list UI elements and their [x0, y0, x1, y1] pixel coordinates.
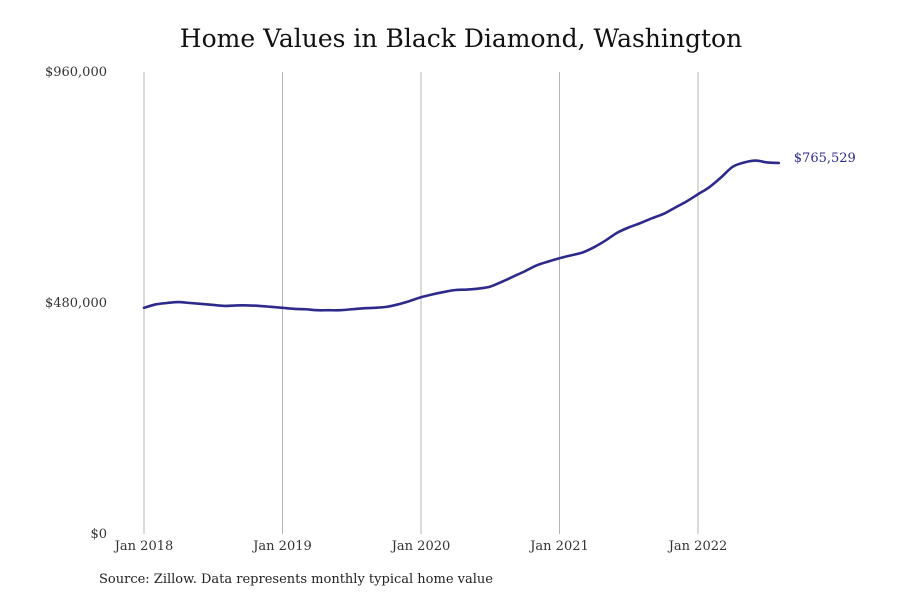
- x-tick-label: Jan 2018: [113, 539, 174, 554]
- grid-lines: [143, 72, 699, 534]
- chart-title: Home Values in Black Diamond, Washington: [179, 24, 743, 53]
- y-tick-label: $0: [90, 527, 107, 542]
- x-tick-label: Jan 2021: [528, 539, 589, 554]
- y-axis-tick-labels: $0 $480,000 $960,000: [45, 65, 107, 542]
- end-value-label: $765,529: [794, 151, 856, 166]
- y-tick-label: $480,000: [45, 296, 107, 311]
- series-line-group: [142, 159, 781, 312]
- x-axis-tick-labels: Jan 2018 Jan 2019 Jan 2020 Jan 2021 Jan 2022: [113, 539, 728, 554]
- x-tick-label: Jan 2022: [667, 539, 728, 554]
- end-value-label-group: $765,529: [794, 151, 856, 166]
- x-tick-label: Jan 2019: [251, 539, 312, 554]
- home-value-line: [142, 159, 781, 312]
- source-note: Source: Zillow. Data represents monthly …: [99, 572, 493, 587]
- x-tick-label: Jan 2020: [390, 539, 451, 554]
- y-tick-label: $960,000: [45, 65, 107, 80]
